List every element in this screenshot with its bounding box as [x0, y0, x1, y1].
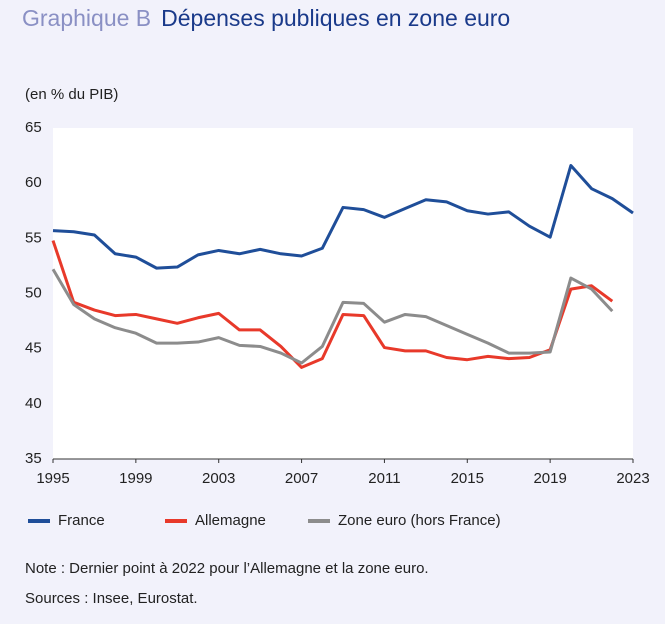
x-tick-label: 2015	[451, 470, 484, 487]
y-tick-label: 40	[25, 395, 42, 412]
x-tick-label: 2007	[285, 470, 318, 487]
x-tick-label: 1995	[36, 470, 69, 487]
y-tick-label: 65	[25, 119, 42, 136]
y-axis-label: (en % du PIB)	[25, 86, 118, 103]
sources: Sources : Insee, Eurostat.	[25, 590, 198, 607]
y-tick-label: 60	[25, 174, 42, 191]
plot-area	[53, 128, 633, 459]
chart-title: Graphique B Dépenses publiques en zone eu…	[22, 5, 510, 31]
series-line	[51, 240, 614, 369]
title-main: Dépenses publiques en zone euro	[161, 5, 510, 31]
series-line	[52, 164, 634, 270]
legend-label: Zone euro (hors France)	[338, 512, 501, 529]
y-tick-label: 35	[25, 450, 42, 467]
x-tick-label: 2003	[202, 470, 235, 487]
x-tick-label: 1999	[119, 470, 152, 487]
y-tick-label: 50	[25, 284, 42, 301]
title-prefix: Graphique B	[22, 5, 151, 31]
x-tick-label: 2023	[616, 470, 649, 487]
y-tick-label: 55	[25, 229, 42, 246]
x-tick-label: 2019	[533, 470, 566, 487]
y-tick-label: 45	[25, 340, 42, 357]
legend-label: Allemagne	[195, 512, 266, 529]
note: Note : Dernier point à 2022 pour l’Allem…	[25, 560, 429, 577]
series-line	[51, 268, 614, 365]
legend-label: France	[58, 512, 105, 529]
x-tick-label: 2011	[368, 470, 400, 487]
